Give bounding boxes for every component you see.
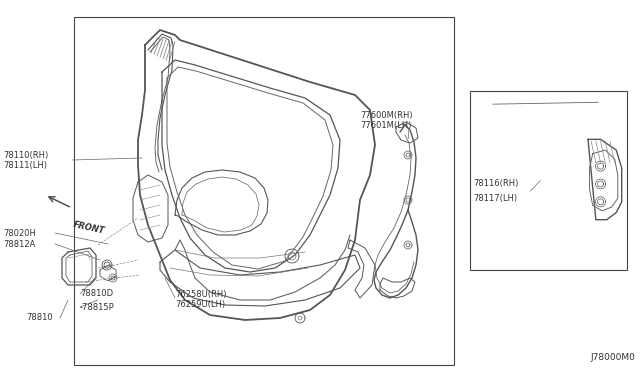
Text: 78810D: 78810D [80, 289, 113, 298]
Text: 78116(RH): 78116(RH) [474, 180, 519, 189]
Text: 78810: 78810 [26, 314, 52, 323]
Text: 76258U(RH): 76258U(RH) [175, 291, 227, 299]
Text: 76259U(LH): 76259U(LH) [175, 301, 225, 310]
Bar [74, 17, 454, 365]
Text: J78000M0: J78000M0 [590, 353, 635, 362]
Text: 77600M(RH): 77600M(RH) [360, 110, 413, 119]
Text: 78110(RH): 78110(RH) [3, 151, 48, 160]
Text: 78020H: 78020H [3, 228, 36, 237]
Text: 78111(LH): 78111(LH) [3, 160, 47, 170]
Text: 77601M(LH): 77601M(LH) [360, 121, 412, 129]
Text: 78812A: 78812A [3, 240, 35, 248]
Text: 78117(LH): 78117(LH) [474, 194, 518, 203]
Text: FRONT: FRONT [72, 220, 106, 235]
Text: -78815P: -78815P [80, 302, 115, 311]
Bar [470, 91, 627, 270]
